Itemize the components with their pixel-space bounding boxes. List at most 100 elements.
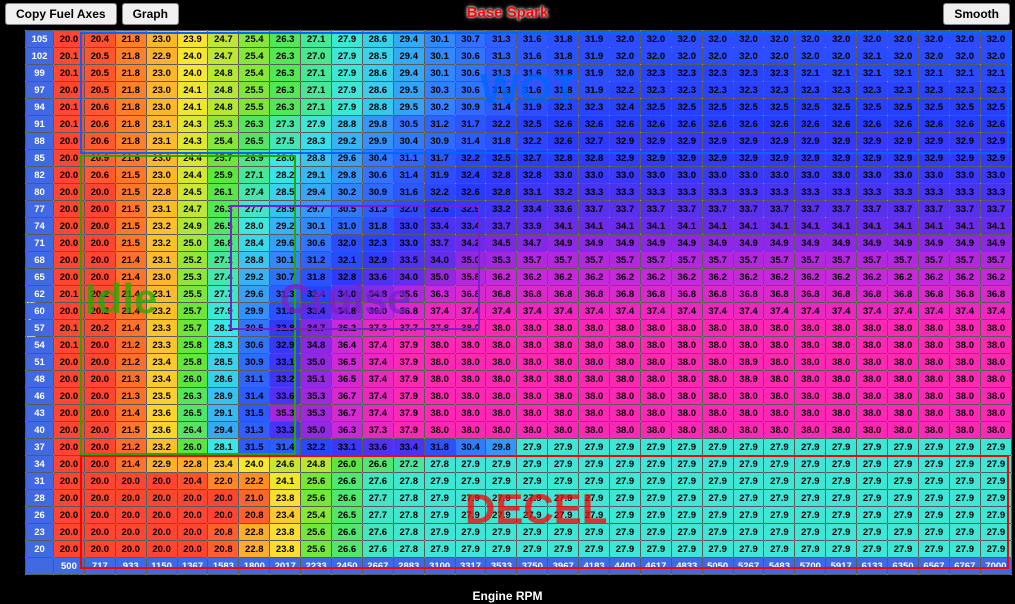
cell[interactable]: 37.8 <box>424 320 455 337</box>
smooth-button[interactable]: Smooth <box>943 3 1010 25</box>
cell[interactable]: 38.0 <box>857 405 888 422</box>
cell[interactable]: 32.0 <box>980 31 1011 48</box>
cell[interactable]: 34.1 <box>857 218 888 235</box>
cell[interactable]: 36.2 <box>640 269 671 286</box>
cell[interactable]: 24.0 <box>177 48 208 65</box>
cell[interactable]: 33.0 <box>826 167 857 184</box>
cell[interactable]: 25.2 <box>177 252 208 269</box>
cell[interactable]: 27.9 <box>640 507 671 524</box>
cell[interactable]: 38.0 <box>455 354 486 371</box>
cell[interactable]: 27.9 <box>640 524 671 541</box>
cell[interactable]: 34.2 <box>455 235 486 252</box>
cell[interactable]: 33.0 <box>640 167 671 184</box>
cell[interactable]: 29.4 <box>393 65 424 82</box>
cell[interactable]: 30.1 <box>424 65 455 82</box>
cell[interactable]: 29.4 <box>208 422 239 439</box>
cell[interactable]: 38.0 <box>918 405 949 422</box>
cell[interactable]: 33.3 <box>640 184 671 201</box>
cell[interactable]: 32.3 <box>671 82 702 99</box>
cell[interactable]: 27.9 <box>764 490 795 507</box>
cell[interactable]: 20.0 <box>54 473 85 490</box>
col-header[interactable]: 5050 <box>702 558 733 575</box>
cell[interactable]: 31.4 <box>239 388 270 405</box>
cell[interactable]: 38.0 <box>671 320 702 337</box>
cell[interactable]: 28.3 <box>208 337 239 354</box>
cell[interactable]: 36.3 <box>332 422 363 439</box>
cell[interactable]: 32.9 <box>610 150 641 167</box>
cell[interactable]: 27.9 <box>640 541 671 558</box>
cell[interactable]: 33.2 <box>548 184 579 201</box>
cell[interactable]: 21.5 <box>115 218 146 235</box>
cell[interactable]: 25.7 <box>177 303 208 320</box>
cell[interactable]: 31.6 <box>393 184 424 201</box>
cell[interactable]: 25.6 <box>301 524 332 541</box>
cell[interactable]: 32.3 <box>980 82 1011 99</box>
cell[interactable]: 38.0 <box>795 354 826 371</box>
cell[interactable]: 33.9 <box>517 218 548 235</box>
cell[interactable]: 32.9 <box>826 133 857 150</box>
cell[interactable]: 21.4 <box>115 320 146 337</box>
cell[interactable]: 37.4 <box>455 303 486 320</box>
cell[interactable]: 20.0 <box>84 422 115 439</box>
col-header[interactable]: 2883 <box>393 558 424 575</box>
cell[interactable]: 37.4 <box>362 371 393 388</box>
cell[interactable]: 26.3 <box>270 99 301 116</box>
cell[interactable]: 20.0 <box>146 473 177 490</box>
cell[interactable]: 27.9 <box>671 473 702 490</box>
cell[interactable]: 27.9 <box>733 473 764 490</box>
cell[interactable]: 36.8 <box>888 286 919 303</box>
cell[interactable]: 34.8 <box>362 286 393 303</box>
cell[interactable]: 21.8 <box>115 31 146 48</box>
cell[interactable]: 26.5 <box>332 507 363 524</box>
cell[interactable]: 32.0 <box>857 31 888 48</box>
col-header[interactable]: 3967 <box>548 558 579 575</box>
cell[interactable]: 27.9 <box>949 507 980 524</box>
cell[interactable]: 38.0 <box>980 405 1011 422</box>
cell[interactable]: 36.2 <box>857 269 888 286</box>
cell[interactable]: 37.4 <box>362 388 393 405</box>
cell[interactable]: 34.7 <box>301 320 332 337</box>
col-header[interactable]: 5267 <box>733 558 764 575</box>
cell[interactable]: 38.0 <box>795 320 826 337</box>
cell[interactable]: 38.0 <box>826 388 857 405</box>
cell[interactable]: 30.6 <box>455 48 486 65</box>
cell[interactable]: 23.3 <box>146 320 177 337</box>
cell[interactable]: 27.9 <box>888 456 919 473</box>
cell[interactable]: 36.3 <box>424 286 455 303</box>
cell[interactable]: 27.9 <box>640 439 671 456</box>
cell[interactable]: 20.0 <box>146 507 177 524</box>
cell[interactable]: 27.9 <box>980 541 1011 558</box>
cell[interactable]: 27.9 <box>332 82 363 99</box>
cell[interactable]: 37.4 <box>980 303 1011 320</box>
cell[interactable]: 38.0 <box>640 388 671 405</box>
cell[interactable]: 33.0 <box>393 235 424 252</box>
cell[interactable]: 38.0 <box>949 320 980 337</box>
cell[interactable]: 34.9 <box>857 235 888 252</box>
cell[interactable]: 25.0 <box>177 235 208 252</box>
cell[interactable]: 32.1 <box>826 65 857 82</box>
cell[interactable]: 34.1 <box>548 218 579 235</box>
cell[interactable]: 37.9 <box>393 337 424 354</box>
cell[interactable]: 38.0 <box>826 320 857 337</box>
cell[interactable]: 33.6 <box>270 388 301 405</box>
cell[interactable]: 23.0 <box>146 65 177 82</box>
cell[interactable]: 37.4 <box>949 303 980 320</box>
cell[interactable]: 36.2 <box>733 269 764 286</box>
cell[interactable]: 27.9 <box>579 439 610 456</box>
cell[interactable]: 32.3 <box>857 82 888 99</box>
cell[interactable]: 32.5 <box>671 99 702 116</box>
cell[interactable]: 27.1 <box>239 167 270 184</box>
cell[interactable]: 30.4 <box>362 150 393 167</box>
cell[interactable]: 31.4 <box>455 133 486 150</box>
cell[interactable]: 23.0 <box>146 99 177 116</box>
cell[interactable]: 30.6 <box>455 65 486 82</box>
cell[interactable]: 27.9 <box>610 524 641 541</box>
cell[interactable]: 25.7 <box>208 150 239 167</box>
cell[interactable]: 33.4 <box>517 201 548 218</box>
cell[interactable]: 20.0 <box>54 150 85 167</box>
cell[interactable]: 38.0 <box>548 405 579 422</box>
cell[interactable]: 23.0 <box>146 150 177 167</box>
col-header[interactable]: 4183 <box>579 558 610 575</box>
cell[interactable]: 38.0 <box>949 405 980 422</box>
cell[interactable]: 20.4 <box>84 31 115 48</box>
